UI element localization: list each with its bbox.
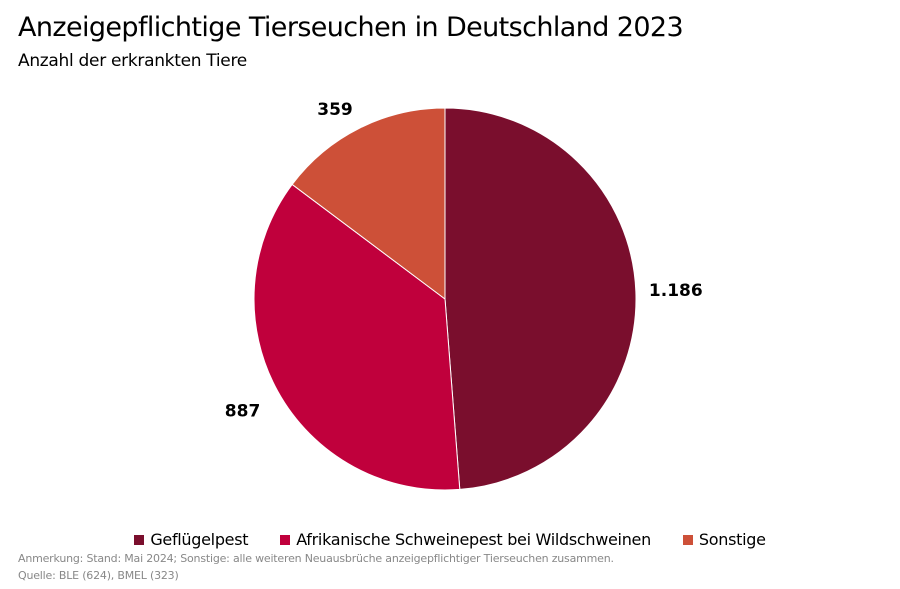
legend-swatch xyxy=(280,534,291,545)
chart-note: Anmerkung: Stand: Mai 2024; Sonstige: al… xyxy=(18,552,614,565)
legend-swatch xyxy=(682,534,693,545)
chart-subtitle: Anzahl der erkrankten Tiere xyxy=(18,51,247,71)
data-label-1: 887 xyxy=(225,401,261,421)
data-label-0: 1.186 xyxy=(649,281,703,301)
chart-source: Quelle: BLE (624), BMEL (323) xyxy=(18,569,179,582)
data-label-2: 359 xyxy=(317,100,353,120)
legend-item-sonstige: Sonstige xyxy=(682,530,766,549)
legend-label: Geflügelpest xyxy=(150,530,249,549)
legend-item-gefluegelpest: Geflügelpest xyxy=(134,530,249,549)
legend-item-asp: Afrikanische Schweinepest bei Wildschwei… xyxy=(280,530,651,549)
pie-slice-0 xyxy=(444,107,637,490)
legend-label: Sonstige xyxy=(698,530,766,549)
legend-label: Afrikanische Schweinepest bei Wildschwei… xyxy=(296,530,651,549)
legend-swatch xyxy=(134,534,145,545)
legend: Geflügelpest Afrikanische Schweinepest b… xyxy=(0,530,900,549)
pie-slice-2 xyxy=(291,107,446,300)
chart-title: Anzeigepflichtige Tierseuchen in Deutsch… xyxy=(18,12,684,43)
pie-slice-1 xyxy=(253,183,461,491)
